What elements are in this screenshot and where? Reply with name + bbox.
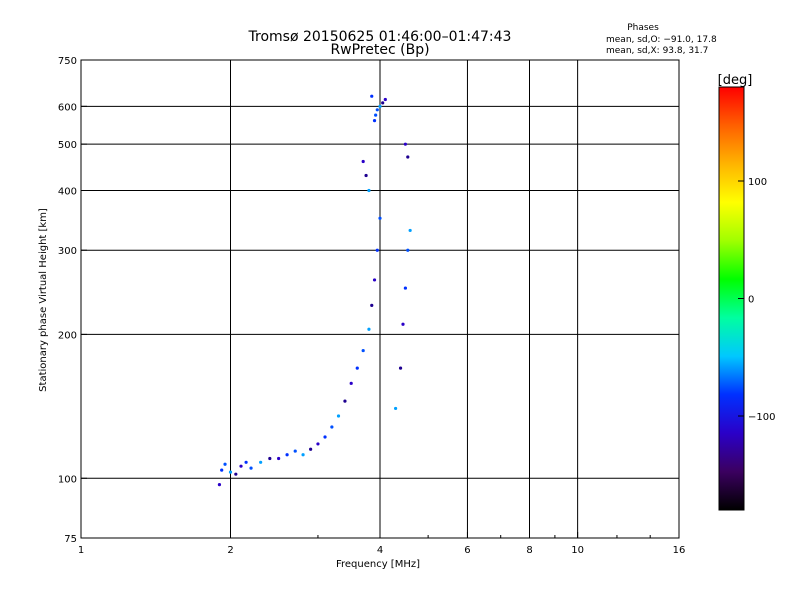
data-point	[398, 366, 403, 370]
data-point	[403, 142, 408, 146]
x-tick-label: 10	[571, 545, 584, 556]
y-axis: 75 100 200 300 400 500 600 750	[58, 56, 87, 545]
x-axis: 1 2 4 6 8 10 16	[78, 532, 686, 556]
data-point	[370, 94, 374, 98]
legend-line2: mean, sd,X: 93.8, 31.7	[606, 46, 708, 56]
data-point	[277, 456, 281, 461]
data-point	[367, 188, 371, 193]
y-tick-label: 100	[58, 474, 77, 485]
data-point	[323, 435, 327, 439]
data-point	[316, 442, 320, 446]
data-layer	[217, 94, 412, 487]
data-point	[381, 101, 385, 105]
data-point	[355, 366, 359, 370]
colorbar-ticks: 100 0 −100	[738, 177, 775, 423]
data-point	[285, 453, 289, 457]
data-point	[343, 399, 347, 403]
data-point	[336, 414, 341, 418]
x-axis-label: Frequency [MHz]	[336, 559, 420, 570]
data-point	[378, 104, 382, 108]
y-tick-label: 750	[58, 56, 77, 67]
data-point	[372, 119, 377, 123]
data-point	[249, 466, 253, 470]
data-point	[375, 248, 379, 252]
data-point	[228, 470, 233, 474]
data-point	[217, 483, 222, 487]
data-point	[223, 462, 227, 466]
x-tick-label: 16	[673, 545, 686, 556]
data-point	[408, 228, 412, 233]
data-point	[220, 468, 224, 472]
data-point	[378, 216, 382, 220]
data-point	[406, 248, 410, 252]
colorbar-tick-label: 100	[748, 177, 767, 188]
colorbar-tick-label: 0	[748, 295, 754, 306]
legend-title: Phases	[627, 23, 659, 33]
colorbar-tick-label: −100	[748, 412, 775, 423]
data-point	[259, 460, 263, 464]
data-point	[403, 286, 408, 290]
legend-line1: mean, sd,O: −91.0, 17.8	[606, 35, 717, 45]
x-tick-label: 8	[526, 545, 532, 556]
chart-title-line2: RwPretec (Bp)	[330, 42, 429, 58]
data-point	[364, 173, 368, 178]
data-point	[239, 464, 243, 468]
x-tick-label: 6	[464, 545, 470, 556]
data-point	[375, 108, 379, 112]
data-point	[309, 447, 313, 451]
y-tick-label: 75	[64, 534, 77, 545]
x-tick-label: 4	[377, 545, 383, 556]
data-point	[370, 303, 374, 307]
data-point	[268, 456, 272, 461]
chart-title-line1: Tromsø 20150625 01:46:00–01:47:43	[248, 29, 512, 45]
data-point	[383, 97, 387, 102]
data-point	[244, 460, 248, 464]
data-point	[393, 406, 398, 411]
data-point	[301, 453, 305, 457]
colorbar-label: [deg]	[718, 73, 753, 88]
y-tick-label: 600	[58, 102, 77, 113]
data-point	[293, 449, 297, 453]
y-tick-label: 200	[58, 330, 77, 341]
data-point	[367, 327, 371, 331]
y-axis-label: Stationary phase Virtual Height [km]	[38, 208, 49, 392]
data-point	[330, 425, 334, 429]
data-point	[401, 322, 405, 326]
data-point	[349, 381, 353, 385]
data-point	[406, 155, 410, 159]
x-tick-label: 2	[227, 545, 233, 556]
data-point	[361, 348, 365, 353]
data-point	[374, 113, 378, 117]
data-point	[361, 159, 365, 164]
x-tick-label: 1	[78, 545, 84, 556]
y-tick-label: 500	[58, 140, 77, 151]
y-tick-label: 400	[58, 186, 77, 197]
y-tick-label: 300	[58, 246, 77, 257]
data-point	[372, 278, 377, 282]
data-point	[234, 472, 238, 476]
